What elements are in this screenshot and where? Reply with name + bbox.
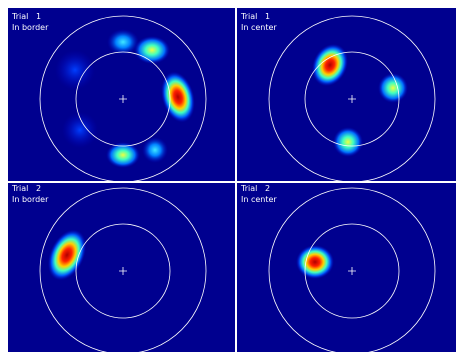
heat-blob (55, 50, 95, 90)
center-cross (119, 267, 127, 275)
heat-blob (333, 127, 363, 157)
condition: In center (241, 195, 277, 204)
trial-number: 2 (36, 184, 41, 193)
heat-blob (378, 73, 408, 103)
center-cross (119, 95, 127, 103)
trial-number: 2 (265, 184, 270, 193)
condition: In border (12, 195, 49, 204)
panel-bg (8, 183, 235, 352)
panel: Trial 1 In border (8, 8, 235, 183)
inner-circle (304, 51, 400, 147)
trial-label: Trial (240, 12, 257, 21)
heat-blob (161, 71, 195, 123)
panel: Trial 1 In center (237, 8, 456, 183)
panel: Trial 2 In border (8, 183, 235, 354)
trial-number: 1 (36, 12, 41, 21)
center-cross (348, 95, 356, 103)
center-cross (348, 267, 356, 275)
inner-circle (304, 223, 400, 319)
trial-label: Trial (240, 184, 257, 193)
heat-blob (107, 29, 139, 55)
heat-blob (134, 36, 170, 64)
trial-label: Trial (11, 184, 28, 193)
panel: Trial 2 In center (237, 183, 456, 354)
panel-bg (237, 183, 456, 352)
outer-circle (268, 187, 436, 354)
outer-circle (268, 15, 436, 183)
heat-blob (312, 43, 348, 87)
outer-circle (39, 187, 207, 354)
heat-blob (106, 142, 140, 168)
heat-blob (47, 229, 87, 281)
condition: In border (12, 23, 49, 32)
heat-blob (296, 245, 334, 279)
inner-circle (75, 51, 171, 147)
heat-blob (142, 137, 168, 163)
trial-number: 1 (265, 12, 270, 21)
heat-blob (62, 112, 98, 148)
trial-label: Trial (11, 12, 28, 21)
condition: In center (241, 23, 277, 32)
outer-circle (39, 15, 207, 183)
inner-circle (75, 223, 171, 319)
